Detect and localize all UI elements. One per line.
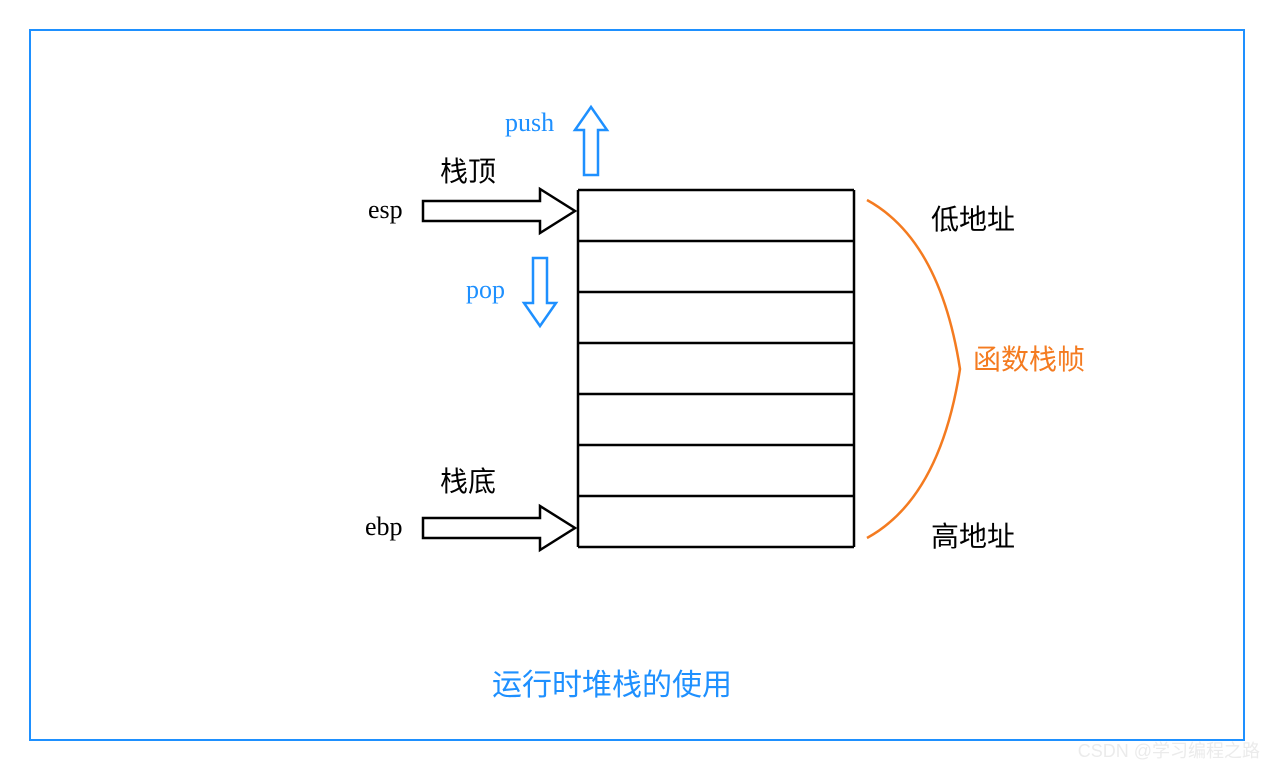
ebp-label: ebp [365, 512, 403, 542]
push-label: push [505, 108, 554, 138]
pop-label: pop [466, 275, 505, 305]
stack-top-label: 栈顶 [440, 150, 496, 190]
high-address-label: 高地址 [931, 515, 1015, 555]
stack-frame-label: 函数栈帧 [973, 338, 1085, 378]
diagram-svg [0, 0, 1280, 771]
caption-label: 运行时堆栈的使用 [492, 660, 732, 704]
watermark-label: CSDN @学习编程之路 [1078, 737, 1260, 763]
esp-label: esp [368, 195, 403, 225]
low-address-label: 低地址 [931, 198, 1015, 238]
stack-bottom-label: 栈底 [440, 460, 496, 500]
